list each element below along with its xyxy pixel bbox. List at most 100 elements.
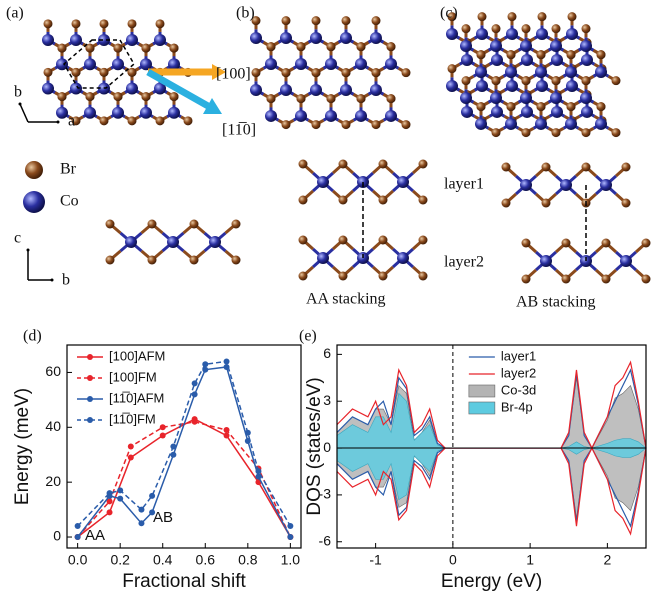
br-atom — [402, 120, 411, 129]
x-tick-label: 0.6 — [196, 552, 216, 568]
direction-label: [11̅0] — [222, 122, 256, 139]
br-atom — [128, 19, 137, 28]
co-atom — [536, 28, 548, 40]
br-atom — [642, 239, 651, 248]
x-tick-label: -1 — [369, 552, 382, 568]
co-atom — [42, 34, 54, 46]
co-atom — [70, 82, 82, 94]
co-atom — [42, 82, 54, 94]
br-atom — [372, 16, 381, 25]
co-atom — [126, 34, 138, 46]
panel-label: (e) — [299, 328, 317, 345]
co-atom — [491, 106, 503, 118]
co-atom — [550, 40, 562, 52]
co-atom — [580, 40, 592, 52]
co-atom — [385, 58, 397, 70]
br-atom — [402, 68, 411, 77]
legend-swatch — [87, 354, 93, 360]
br-atom — [419, 160, 428, 169]
br-atom — [522, 275, 531, 284]
br-atom — [58, 92, 67, 101]
br-atom — [478, 12, 487, 21]
co-atom — [446, 80, 458, 92]
co-atom — [310, 84, 322, 96]
br-atom — [568, 12, 577, 21]
co-atom — [126, 82, 138, 94]
data-point — [245, 430, 251, 436]
co-atom — [310, 32, 322, 44]
br-atom — [327, 42, 336, 51]
co-atom — [521, 106, 533, 118]
co-atom — [536, 80, 548, 92]
br-atom — [339, 272, 348, 281]
axis-arrow — [20, 104, 28, 122]
axis-arrow-tip — [19, 103, 22, 106]
data-point — [75, 523, 81, 529]
br-atom — [190, 220, 199, 229]
co-atom — [565, 66, 577, 78]
br-atom — [507, 102, 516, 111]
br-atom — [156, 116, 165, 125]
x-tick-label: 0.8 — [238, 552, 258, 568]
co-atom — [506, 28, 518, 40]
co-atom — [280, 32, 292, 44]
co-atom — [460, 92, 472, 104]
data-point — [149, 493, 155, 499]
co-atom — [550, 92, 562, 104]
br-atom — [492, 76, 501, 85]
co-atom — [595, 118, 607, 130]
co-atom — [566, 28, 578, 40]
br-atom — [184, 116, 193, 125]
co-atom — [520, 40, 532, 52]
data-point — [192, 419, 198, 425]
br-atom — [58, 44, 67, 53]
co-atom — [250, 32, 262, 44]
br-atom — [538, 12, 547, 21]
br-atom — [537, 50, 546, 59]
br-atom — [342, 16, 351, 25]
co-atom — [317, 252, 329, 264]
co-atom — [317, 176, 329, 188]
br-atom — [567, 50, 576, 59]
data-point — [224, 433, 230, 439]
br-atom — [282, 16, 291, 25]
br-atom — [419, 196, 428, 205]
legend-label: [100]FM — [109, 369, 157, 384]
br-atom — [342, 120, 351, 129]
co-atom — [490, 40, 502, 52]
br-atom — [582, 128, 591, 137]
annotation: AA — [85, 527, 105, 544]
br-atom — [448, 64, 457, 73]
data-point — [170, 444, 176, 450]
br-atom — [372, 120, 381, 129]
br-atom — [170, 44, 179, 53]
data-point — [117, 496, 123, 502]
br-atom — [114, 92, 123, 101]
legend-label: Co-3d — [501, 382, 536, 397]
legend-label: [11̅0]FM — [109, 411, 156, 426]
br-atom — [25, 161, 43, 179]
br-atom — [612, 128, 621, 137]
br-atom — [148, 256, 157, 265]
y-tick-label: 20 — [45, 473, 61, 489]
br-atom — [642, 275, 651, 284]
axis-letter: c — [14, 230, 21, 247]
y-axis-title: DOS (states/eV) — [304, 377, 325, 515]
br-atom — [602, 275, 611, 284]
br-atom — [582, 163, 591, 172]
annotation: AB — [153, 509, 173, 526]
br-atom — [297, 42, 306, 51]
br-atom — [502, 163, 511, 172]
x-tick-label: 0.0 — [68, 552, 88, 568]
br-atom — [312, 16, 321, 25]
br-atom — [142, 44, 151, 53]
br-atom — [379, 196, 388, 205]
br-atom — [190, 256, 199, 265]
co-atom — [595, 66, 607, 78]
axis-letter: a — [68, 113, 75, 130]
co-atom — [112, 58, 124, 70]
br-atom — [282, 120, 291, 129]
data-point — [224, 427, 230, 433]
co-atom — [560, 179, 572, 191]
br-atom — [100, 19, 109, 28]
